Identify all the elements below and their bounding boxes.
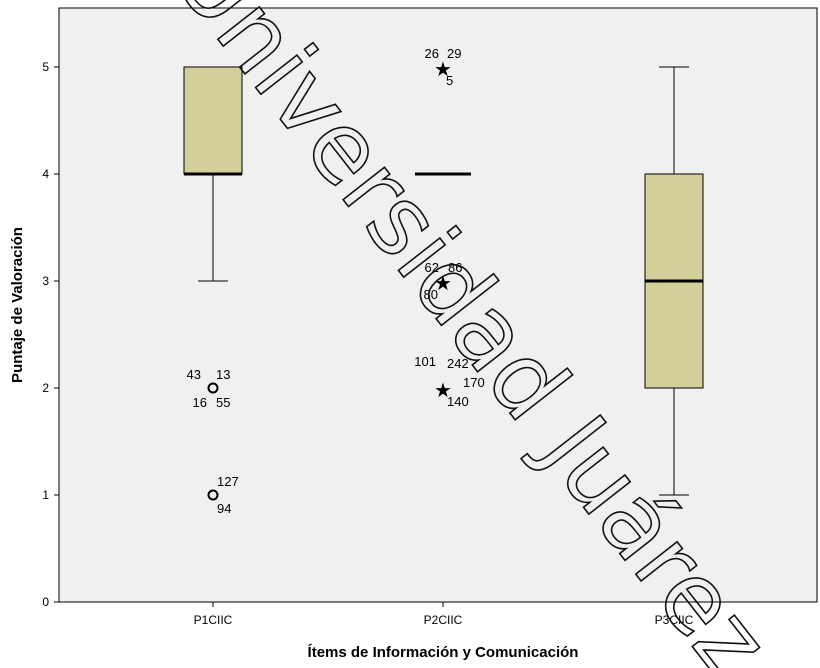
outlier-case-label: 242 bbox=[447, 356, 469, 371]
y-axis-title: Puntaje de Valoración bbox=[9, 227, 26, 383]
outlier-case-label: 62 bbox=[425, 260, 439, 275]
outlier-case-label: 86 bbox=[448, 260, 462, 275]
outlier-case-label: 26 bbox=[425, 46, 439, 61]
x-tick-label: P1CIIC bbox=[194, 613, 233, 627]
outlier-star: ★ bbox=[434, 271, 452, 295]
outlier-case-label: 5 bbox=[446, 73, 453, 88]
outlier-circle bbox=[207, 382, 219, 394]
outlier-star: ★ bbox=[434, 378, 452, 402]
outlier-case-label: 101 bbox=[414, 354, 436, 369]
x-axis-title: Ítems de Información y Comunicación bbox=[308, 644, 579, 661]
outlier-case-label: 55 bbox=[216, 395, 230, 410]
y-tick-label: 1 bbox=[42, 488, 49, 502]
outlier-case-label: 170 bbox=[463, 375, 485, 390]
x-tick-label: P2CIIC bbox=[424, 613, 463, 627]
y-tick-label: 2 bbox=[42, 381, 49, 395]
outlier-case-label: 13 bbox=[216, 367, 230, 382]
y-tick-label: 0 bbox=[42, 595, 49, 609]
outlier-case-label: 29 bbox=[447, 46, 461, 61]
box bbox=[183, 66, 243, 175]
y-tick-label: 4 bbox=[42, 167, 49, 181]
y-tick-label: 3 bbox=[42, 274, 49, 288]
outlier-circle bbox=[207, 489, 219, 501]
outlier-case-label: 43 bbox=[187, 367, 201, 382]
outlier-case-label: 94 bbox=[217, 501, 231, 516]
y-tick-label: 5 bbox=[42, 60, 49, 74]
outlier-case-label: 16 bbox=[193, 395, 207, 410]
outlier-case-label: 140 bbox=[447, 394, 469, 409]
outlier-case-label: 127 bbox=[217, 474, 239, 489]
x-tick-label: P3CIIC bbox=[655, 613, 694, 627]
outlier-star: ★ bbox=[434, 57, 452, 81]
outlier-case-label: 80 bbox=[424, 287, 438, 302]
